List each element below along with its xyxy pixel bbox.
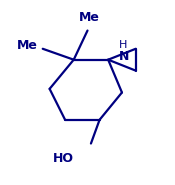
Text: Me: Me (79, 11, 100, 24)
Text: N: N (119, 51, 130, 63)
Text: HO: HO (53, 152, 74, 165)
Text: H: H (119, 40, 128, 50)
Text: Me: Me (17, 39, 38, 52)
